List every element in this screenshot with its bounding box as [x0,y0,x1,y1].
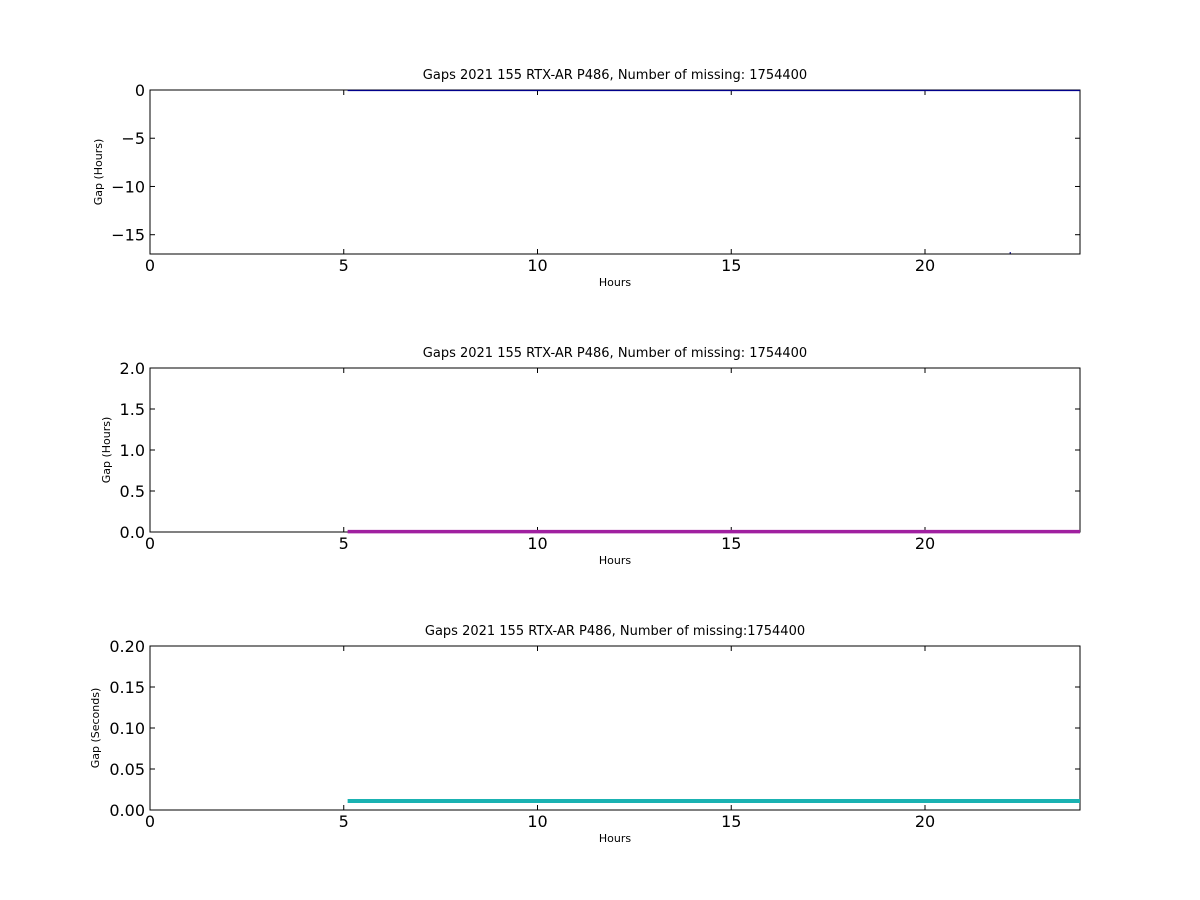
y-tick-label: 1.5 [120,400,145,419]
x-tick-label: 20 [915,534,935,553]
chart-title: Gaps 2021 155 RTX-AR P486, Number of mis… [423,68,807,83]
y-tick-label: −5 [121,129,145,148]
y-tick-label: 1.0 [120,441,145,460]
chart-title: Gaps 2021 155 RTX-AR P486, Number of mis… [425,624,805,639]
y-tick-label: 0.00 [109,801,145,820]
x-tick-label: 15 [721,534,741,553]
x-tick-label: 10 [527,812,547,831]
x-axis-label: Hours [599,276,631,289]
chart-panel-1: 0 5 10 15 20 0 −5 −10 −15 Gaps 2021 155 RTX-AR P4… [92,68,1081,289]
x-tick-label: 5 [339,534,349,553]
x-tick-label: 20 [915,256,935,275]
axes-frame [149,89,1081,255]
axes-frame [149,367,1081,533]
y-axis-label: Gap (Hours) [100,417,113,484]
y-axis-label: Gap (Seconds) [89,688,102,769]
x-tick-label: 15 [721,812,741,831]
x-tick-label: 0 [145,256,155,275]
y-tick-label: 0.15 [109,678,145,697]
x-tick-label: 10 [527,256,547,275]
y-tick-label: 2.0 [120,359,145,378]
x-axis-label: Hours [599,832,631,845]
chart-panel-3: 0 5 10 15 20 0.00 0.05 0.10 0.15 0.20 Gaps 2021 15… [89,624,1081,845]
x-tick-label: 20 [915,812,935,831]
x-tick-label: 5 [339,256,349,275]
x-tick-label: 0 [145,812,155,831]
y-axis-label: Gap (Hours) [92,139,105,206]
chart-title: Gaps 2021 155 RTX-AR P486, Number of mis… [423,346,807,361]
x-tick-label: 5 [339,812,349,831]
y-tick-label: 0 [135,81,145,100]
axes-frame [149,645,1081,811]
y-tick-label: −15 [111,226,145,245]
y-tick-label: 0.05 [109,760,145,779]
chart-panel-2: 0 5 10 15 20 0.0 0.5 1.0 1.5 2.0 Gaps 2021 155 RTX… [100,346,1081,567]
y-tick-label: 0.5 [120,482,145,501]
x-axis-label: Hours [599,554,631,567]
y-tick-label: −10 [111,177,145,196]
y-tick-label: 0.0 [120,523,145,542]
x-tick-label: 15 [721,256,741,275]
x-tick-label: 0 [145,534,155,553]
x-tick-label: 10 [527,534,547,553]
y-tick-label: 0.10 [109,719,145,738]
y-tick-label: 0.20 [109,637,145,656]
